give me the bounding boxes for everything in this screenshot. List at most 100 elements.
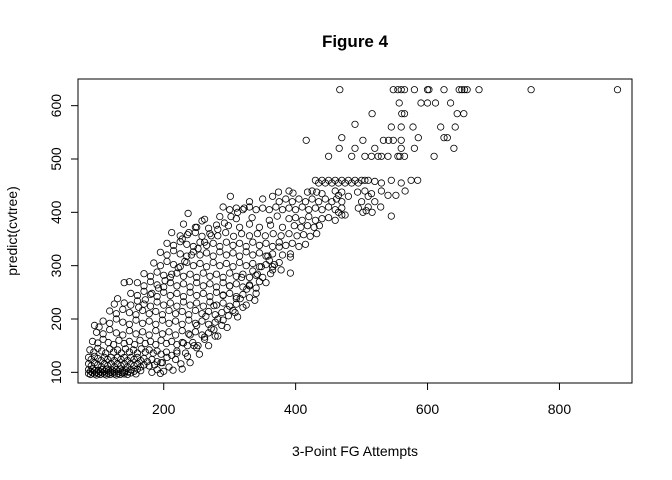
data-point <box>222 229 230 237</box>
data-point <box>172 331 180 339</box>
data-point <box>195 350 203 358</box>
y-tick-label: 500 <box>48 147 64 171</box>
data-point <box>242 248 250 256</box>
data-point <box>127 301 135 309</box>
data-point <box>157 336 165 344</box>
data-point <box>186 288 194 296</box>
data-point <box>106 345 114 353</box>
y-axis-label: predict(cvtree) <box>4 186 20 275</box>
data-point <box>145 317 153 325</box>
data-point <box>293 232 301 240</box>
data-point <box>226 282 234 290</box>
data-point <box>133 291 141 300</box>
data-point <box>224 222 232 230</box>
data-point <box>157 359 165 367</box>
data-point <box>173 282 181 290</box>
data-point <box>165 328 173 336</box>
data-point <box>209 239 217 247</box>
data-point <box>199 302 207 310</box>
data-point <box>289 189 297 197</box>
data-point <box>154 284 163 292</box>
data-point <box>163 257 171 265</box>
data-point <box>219 203 227 211</box>
data-point <box>139 319 147 327</box>
data-point <box>198 217 206 225</box>
data-point <box>295 242 303 251</box>
data-point <box>125 278 133 286</box>
data-point <box>407 176 415 184</box>
data-point <box>275 258 283 267</box>
x-tick-label: 600 <box>416 401 440 417</box>
data-point <box>414 134 422 142</box>
data-point <box>324 214 333 222</box>
data-point <box>527 86 535 94</box>
data-point <box>384 191 392 199</box>
data-point <box>202 312 210 320</box>
data-point <box>318 206 326 214</box>
data-point <box>152 320 160 328</box>
data-point <box>145 362 153 370</box>
data-point <box>230 232 238 240</box>
data-point <box>389 136 397 144</box>
data-point <box>268 266 277 274</box>
data-point <box>303 222 312 230</box>
data-point <box>232 300 240 308</box>
data-point <box>236 239 244 247</box>
data-point <box>397 179 405 187</box>
data-point <box>338 188 346 196</box>
data-point <box>115 336 123 344</box>
data-point <box>216 248 224 256</box>
data-point <box>178 365 186 373</box>
data-point <box>236 258 244 267</box>
data-point <box>152 340 160 349</box>
data-point <box>400 110 409 118</box>
data-point <box>226 192 234 200</box>
data-point <box>285 215 293 223</box>
data-point <box>168 270 176 278</box>
data-point <box>278 223 287 231</box>
data-point <box>125 308 133 317</box>
y-tick-label: 300 <box>48 254 64 278</box>
data-point <box>268 192 277 200</box>
data-point <box>259 204 267 212</box>
data-point <box>269 230 277 238</box>
y-tick-label: 600 <box>48 94 64 118</box>
data-point <box>132 311 140 319</box>
data-point <box>90 348 98 356</box>
data-point <box>179 339 188 347</box>
data-point <box>177 360 185 368</box>
data-point <box>245 203 254 211</box>
data-point <box>179 220 188 228</box>
y-tick-label: 400 <box>48 200 64 224</box>
data-point <box>255 249 263 257</box>
data-point <box>119 305 127 313</box>
data-point <box>201 333 209 341</box>
data-point <box>148 289 156 297</box>
data-point <box>338 134 346 142</box>
data-point <box>205 329 213 337</box>
data-point <box>209 258 217 267</box>
data-point <box>440 134 448 142</box>
data-point <box>417 99 425 107</box>
data-point <box>141 348 149 356</box>
data-point <box>216 262 224 270</box>
data-point <box>460 110 468 118</box>
data-point <box>99 335 107 343</box>
data-point <box>236 223 244 231</box>
data-point <box>212 288 221 296</box>
data-point <box>282 195 290 203</box>
data-point <box>166 299 174 307</box>
data-point <box>274 188 283 196</box>
data-point <box>265 216 273 224</box>
data-point <box>196 238 204 246</box>
data-point <box>308 195 316 203</box>
data-point <box>106 307 114 315</box>
data-point <box>163 353 171 361</box>
data-point <box>351 120 359 128</box>
data-point <box>176 263 184 271</box>
data-point <box>361 176 369 184</box>
data-point <box>450 144 458 152</box>
data-point <box>303 188 312 196</box>
data-point <box>166 273 174 281</box>
